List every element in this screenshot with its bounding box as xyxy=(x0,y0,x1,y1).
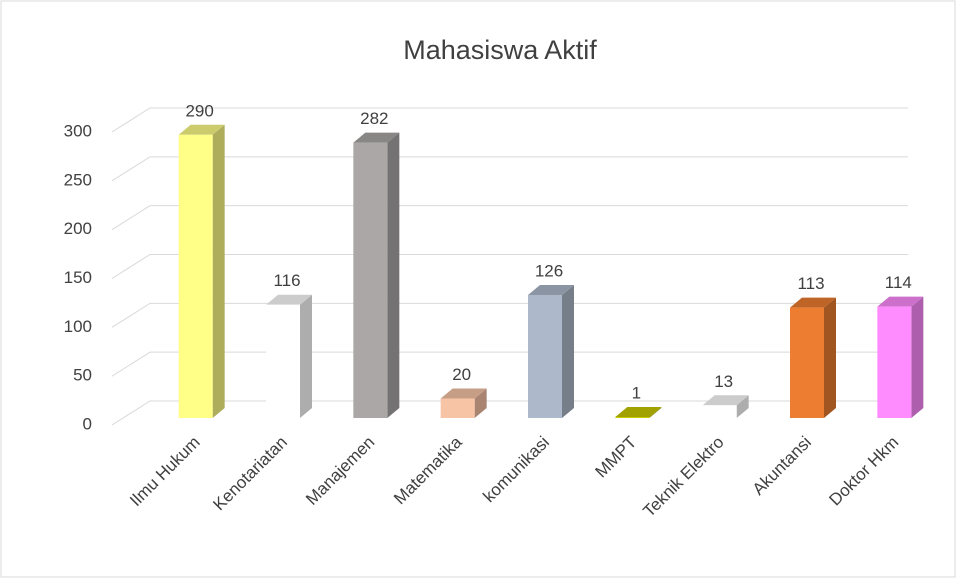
grid-line xyxy=(111,302,908,328)
bar xyxy=(266,304,300,418)
value-label: 20 xyxy=(452,365,471,384)
bar-top xyxy=(615,407,662,418)
value-label: 116 xyxy=(273,271,300,290)
bar-side xyxy=(212,124,225,419)
bar-top xyxy=(353,132,400,143)
bar-top xyxy=(440,388,487,399)
bar-top xyxy=(877,296,924,307)
value-label: 113 xyxy=(797,274,824,293)
bar xyxy=(877,306,912,418)
y-tick-label: 250 xyxy=(64,170,92,189)
bar-top xyxy=(702,395,749,406)
bar xyxy=(702,405,737,418)
bar-top xyxy=(178,124,225,135)
bar-top xyxy=(528,284,574,295)
bar-side xyxy=(387,132,400,418)
grid-line xyxy=(111,400,908,426)
grid-line xyxy=(111,254,908,279)
y-tick-label: 150 xyxy=(64,268,92,287)
value-label: 13 xyxy=(714,372,733,391)
value-label: 1 xyxy=(632,384,641,403)
value-label: 126 xyxy=(535,261,563,280)
bar xyxy=(615,417,650,418)
y-tick-label: 50 xyxy=(73,366,92,385)
y-tick-label: 200 xyxy=(64,219,92,238)
bar-side xyxy=(562,284,574,418)
value-label: 114 xyxy=(885,273,912,292)
grid-line xyxy=(111,205,908,231)
bar xyxy=(440,398,475,418)
grid-line xyxy=(111,156,908,182)
bar xyxy=(790,307,824,418)
bar-top xyxy=(266,294,312,305)
bar-side xyxy=(300,294,312,418)
bar-side xyxy=(649,407,662,418)
y-tick-label: 100 xyxy=(64,317,92,336)
bar xyxy=(353,142,388,418)
bar-side xyxy=(911,296,924,418)
value-label: 282 xyxy=(360,109,388,128)
bar-side xyxy=(474,388,487,418)
bar xyxy=(528,294,562,418)
grid-line xyxy=(111,351,908,377)
y-tick-label: 0 xyxy=(83,414,92,433)
bar xyxy=(178,134,213,418)
bar-side xyxy=(824,297,836,418)
bar-side xyxy=(736,395,749,418)
grid-line xyxy=(111,107,908,133)
chart-title: Mahasiswa Aktif xyxy=(403,35,597,65)
value-label: 290 xyxy=(185,101,213,120)
y-tick-label: 300 xyxy=(64,121,92,140)
bar-top xyxy=(790,297,836,308)
